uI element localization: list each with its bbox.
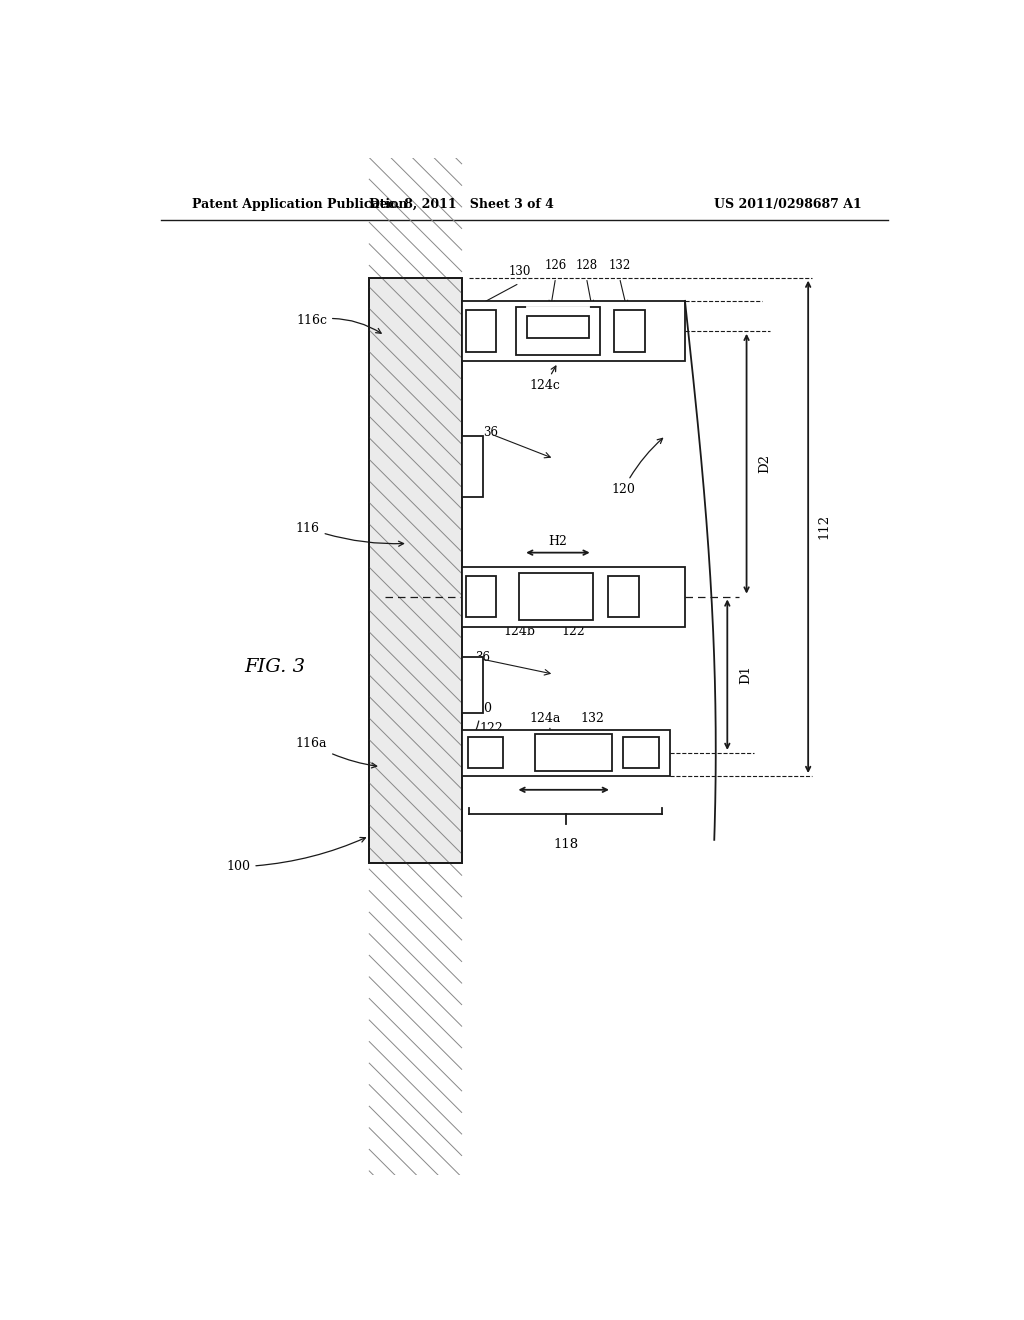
Text: 100: 100	[226, 837, 366, 874]
Bar	[527, 317, 589, 338]
Text: 122: 122	[479, 722, 503, 746]
Bar	[468, 738, 503, 768]
Bar	[535, 734, 611, 771]
Text: 130: 130	[469, 702, 493, 742]
Text: 118: 118	[553, 837, 579, 850]
Bar	[519, 573, 593, 620]
Bar	[608, 576, 639, 618]
Text: Dec. 8, 2011   Sheet 3 of 4: Dec. 8, 2011 Sheet 3 of 4	[370, 198, 554, 211]
Bar	[466, 576, 497, 618]
Text: H1: H1	[560, 766, 580, 779]
Text: 36: 36	[483, 426, 499, 440]
Bar	[462, 657, 483, 713]
Bar	[614, 310, 645, 351]
Text: 132: 132	[608, 259, 631, 272]
Text: FIG. 3: FIG. 3	[245, 657, 305, 676]
Text: 128: 128	[575, 259, 597, 272]
Bar	[624, 738, 658, 768]
Bar	[515, 308, 600, 355]
Text: Patent Application Publication: Patent Application Publication	[193, 198, 408, 211]
Text: 120: 120	[611, 438, 663, 496]
Bar	[462, 436, 483, 498]
Text: 116a: 116a	[296, 737, 377, 768]
Text: 124c: 124c	[529, 366, 560, 392]
Text: 130: 130	[508, 265, 530, 277]
Bar	[527, 308, 589, 338]
Text: 36: 36	[475, 651, 490, 664]
Text: 112: 112	[817, 515, 830, 540]
Text: US 2011/0298687 A1: US 2011/0298687 A1	[715, 198, 862, 211]
Bar	[466, 310, 497, 351]
Text: 116: 116	[296, 521, 403, 546]
Text: 132: 132	[581, 713, 618, 742]
Text: H2: H2	[549, 535, 567, 548]
Bar	[462, 301, 685, 360]
Bar	[370, 277, 462, 863]
Bar	[462, 566, 685, 627]
Text: D2: D2	[758, 454, 771, 473]
Text: 126: 126	[545, 259, 566, 272]
Bar	[370, 277, 462, 863]
Text: D1: D1	[739, 665, 752, 684]
Text: 122: 122	[561, 609, 591, 639]
Bar	[462, 730, 670, 776]
Text: 124b: 124b	[504, 616, 540, 639]
Bar	[370, 277, 462, 863]
Text: 124a: 124a	[529, 713, 560, 734]
Text: 116c: 116c	[296, 314, 381, 333]
